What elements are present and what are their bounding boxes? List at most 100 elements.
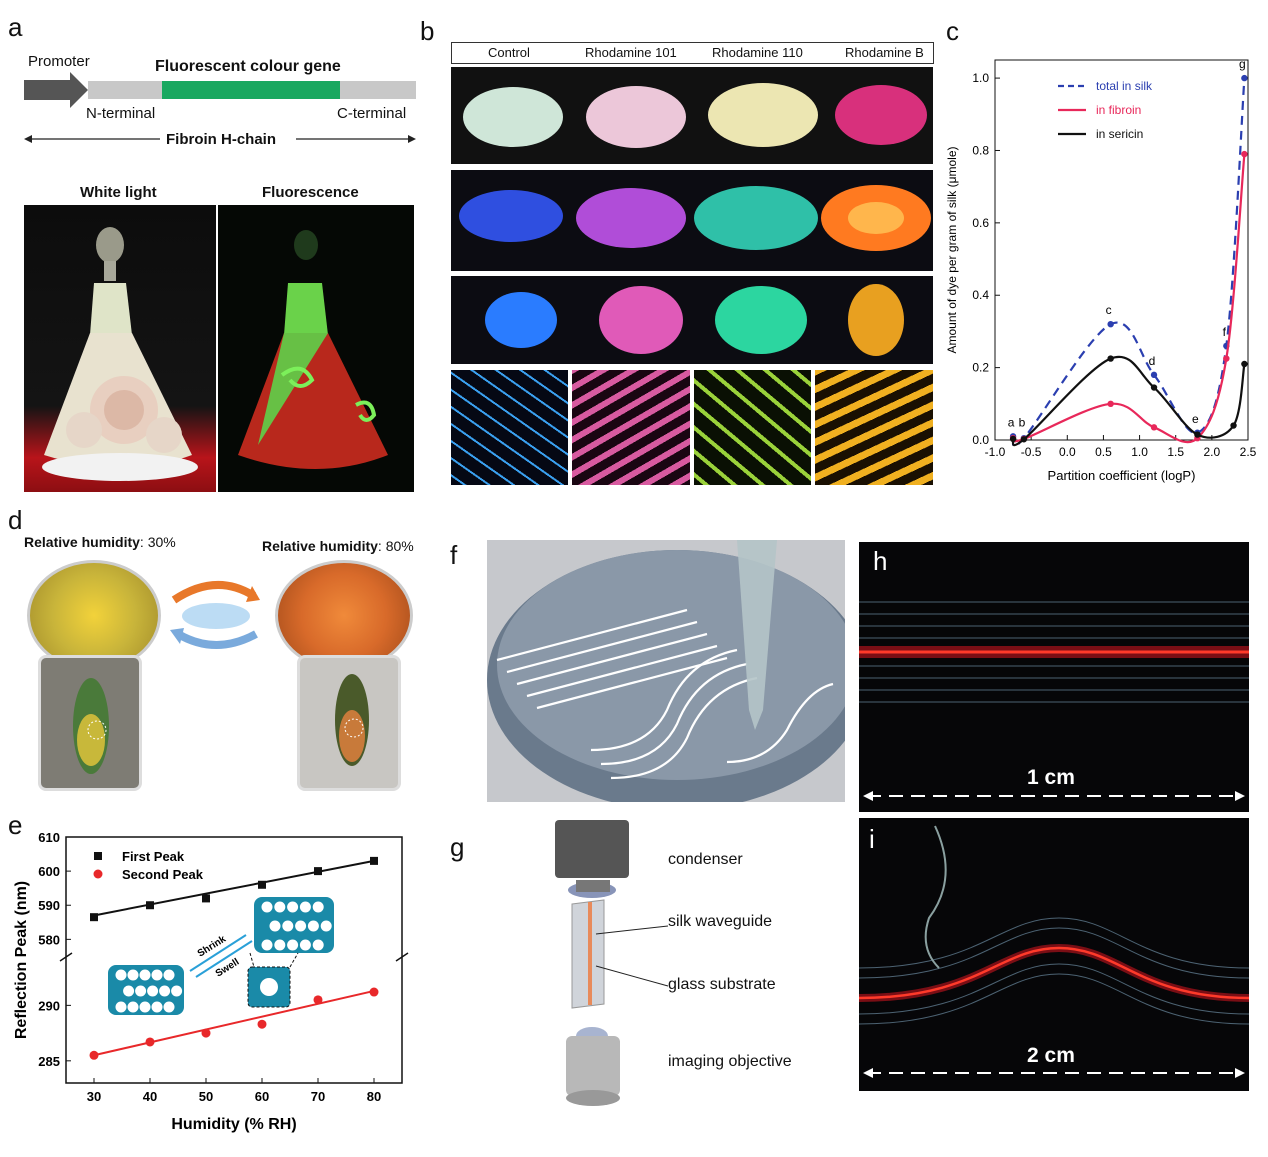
swollen-opal-icon [254,897,334,953]
orange-arrow [171,581,257,604]
y-tick-label: 1.0 [972,71,989,85]
panel-h-straight-waveguides: h 1 cm [859,542,1249,812]
x-axis-label: Humidity (% RH) [171,1116,296,1133]
legend-marker-0 [94,852,102,860]
cocoon-rhodamine-101 [586,86,686,148]
rh80-label: Relative humidity: 80% [262,538,414,554]
data-point-first-peak [314,867,322,876]
cocoon-rhodamine-b [835,85,927,145]
swell-label: Swell [214,957,242,980]
dress-figure-white [42,227,198,481]
x-tick-label: -0.5 [1021,445,1042,459]
data-point-first-peak [370,856,378,865]
data-point-first-peak [90,913,98,922]
micro-rhodamine-110 [694,370,811,485]
zoom-leader-left [249,952,255,968]
data-point-2 [1194,431,1201,438]
panel-label-e: e [8,810,23,840]
axis-break-left [59,952,73,962]
plot-frame [65,836,403,1084]
y-tick-label: 0.0 [972,433,989,447]
pore [274,901,286,913]
x-tick-label: 40 [143,1089,157,1104]
pore [123,985,135,997]
blue-arrow [175,630,258,649]
y-tick-label: 290 [38,998,60,1013]
cocoon-fluorescence-row [451,170,933,271]
pore [159,985,171,997]
data-point-1 [1241,150,1248,158]
pore [139,1001,151,1013]
pipette-icon [737,540,777,730]
pore [307,920,319,932]
plot-frame [994,59,1249,441]
c-terminal-segment [340,81,416,99]
white-light-dress-photo [24,205,216,492]
cocoon-fluor-rhodamine-101 [576,188,686,248]
cocoon-fluor-control [459,190,563,242]
fiber-fluorescence-row [451,276,933,364]
pore [127,969,139,981]
pore-zoom-center [260,978,278,996]
y-tick-label: 580 [38,932,60,947]
cocoon-rhodamine-110 [708,83,818,147]
panel-label-d: d [8,505,23,535]
y-axis-label: Reflection Peak (nm) [13,881,30,1039]
pore [139,969,151,981]
point-label: e [1192,412,1199,426]
pore [287,901,299,913]
data-point-2 [1020,436,1028,443]
pore [115,1001,127,1013]
legend-marker-1 [93,869,103,879]
white-light-label: White light [80,184,157,201]
x-tick-label: 80 [367,1089,381,1104]
pore [115,969,127,981]
legend-label-1: Second Peak [122,867,204,882]
y-tick-label: 0.6 [972,216,989,230]
legend-label-0: First Peak [122,849,185,864]
panel-label-c: c [946,16,959,46]
pore [287,939,299,951]
micro-control [451,370,568,485]
column-header-control: Control [488,45,530,60]
data-point-second-peak [313,995,323,1005]
c-terminal-label: C-terminal [337,105,407,122]
series-line-1 [1011,153,1246,444]
x-tick-label: -1.0 [985,445,1006,459]
pore [299,901,311,913]
y-tick-label: 0.2 [972,361,989,375]
humidity-cycle-icon [170,581,260,649]
n-terminal-label: N-terminal [86,105,156,122]
panel-label-i: i [869,824,875,854]
data-point-0 [1150,371,1158,379]
series-line-2 [1011,355,1246,447]
fiber-rhodamine-b [848,284,904,356]
series-line-0 [1011,78,1246,448]
silk-waveguide-label: silk waveguide [668,913,773,930]
data-point-1 [1223,355,1230,362]
data-point-2 [1241,360,1248,368]
imaging-objective-icon [566,1036,620,1096]
data-point-second-peak [201,1028,211,1038]
pore [127,1001,139,1013]
pore [171,985,183,997]
panel-label-a: a [8,12,23,42]
panel-i-curved-waveguides: i 2 cm [859,818,1249,1091]
glass-substrate-label: glass substrate [668,976,776,993]
y-axis-label: Amount of dye per gram of silk (μmole) [945,147,959,354]
y-tick-label: 285 [38,1054,60,1069]
data-point-1 [1107,400,1114,408]
x-tick-label: 1.5 [1167,445,1184,459]
x-tick-label: 0.0 [1059,445,1076,459]
data-point-0 [1241,74,1248,82]
fit-line-1 [93,989,375,1057]
panel-label-g: g [450,832,465,862]
pore [261,901,273,913]
shrink-arrow [189,934,247,972]
pore [261,939,273,951]
legend-label-0: total in silk [1096,79,1153,93]
imaging-objective-label: imaging objective [668,1053,792,1070]
point-label: d [1149,354,1156,368]
pore [163,969,175,981]
x-tick-label: 2.5 [1240,445,1257,459]
